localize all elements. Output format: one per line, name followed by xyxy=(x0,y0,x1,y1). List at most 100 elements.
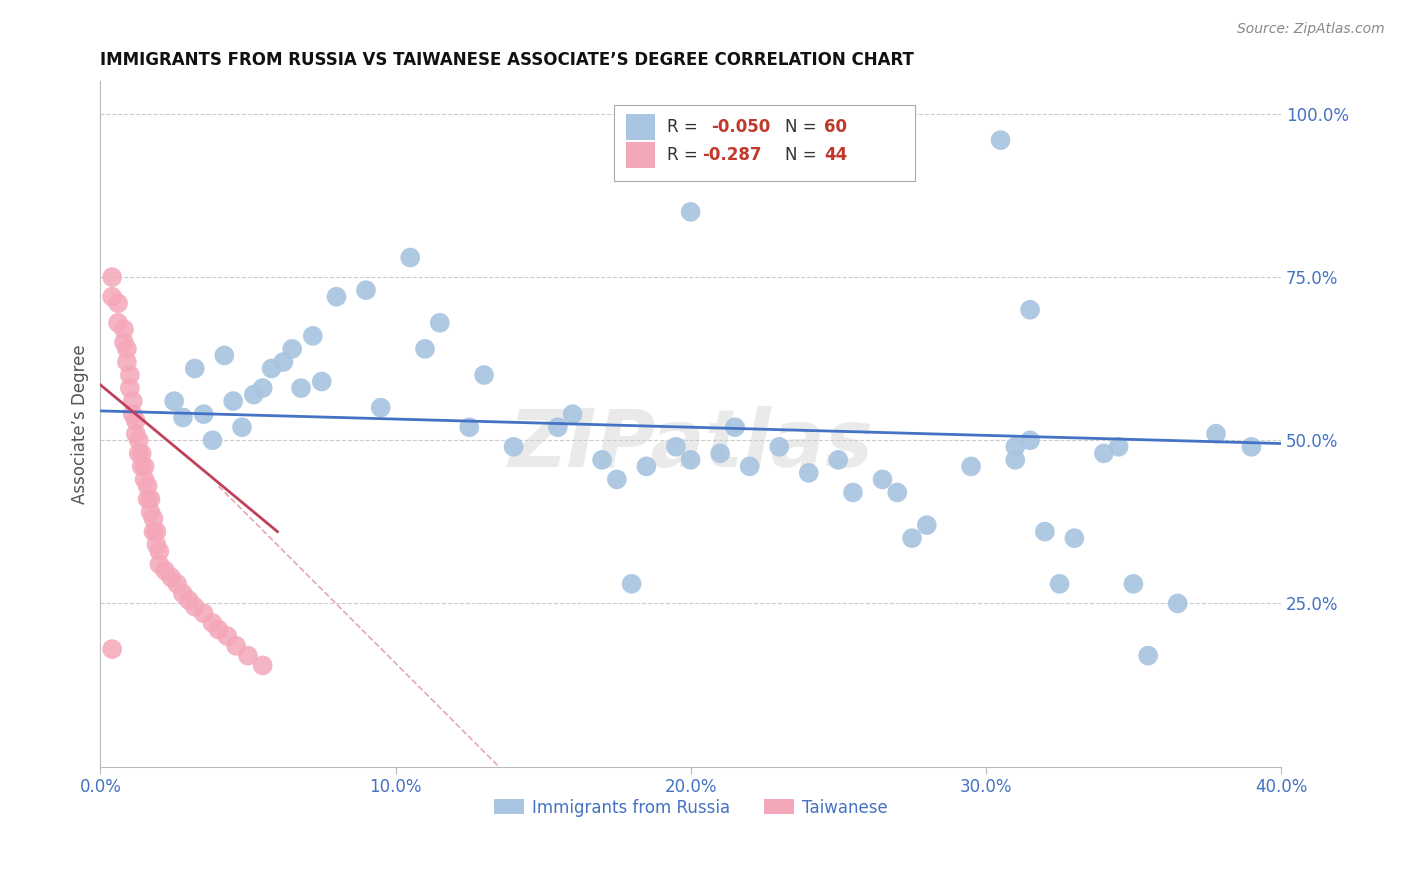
Point xyxy=(121,394,143,409)
Point xyxy=(370,401,392,415)
Point xyxy=(142,511,165,525)
Point xyxy=(636,459,658,474)
Point xyxy=(886,485,908,500)
Point xyxy=(1019,302,1042,317)
Point xyxy=(163,394,186,409)
Point xyxy=(591,453,613,467)
Point xyxy=(1167,596,1189,610)
Point xyxy=(679,205,702,219)
Point xyxy=(231,420,253,434)
Point xyxy=(115,342,138,356)
Point xyxy=(236,648,259,663)
Point xyxy=(139,491,162,506)
Point xyxy=(399,251,422,265)
Point xyxy=(145,538,167,552)
Point xyxy=(413,342,436,356)
Point xyxy=(1137,648,1160,663)
Point xyxy=(121,407,143,421)
Point xyxy=(797,466,820,480)
Point xyxy=(184,361,207,376)
Point xyxy=(128,446,150,460)
FancyBboxPatch shape xyxy=(626,143,655,169)
Point xyxy=(915,518,938,533)
Point xyxy=(273,355,295,369)
Point xyxy=(1049,577,1071,591)
Point xyxy=(214,348,236,362)
Point xyxy=(136,491,159,506)
Point xyxy=(429,316,451,330)
Point xyxy=(139,505,162,519)
Point xyxy=(184,599,207,614)
Point xyxy=(547,420,569,434)
Point xyxy=(166,577,188,591)
Point xyxy=(252,658,274,673)
Point xyxy=(107,296,129,310)
Point xyxy=(252,381,274,395)
Text: Source: ZipAtlas.com: Source: ZipAtlas.com xyxy=(1237,22,1385,37)
FancyBboxPatch shape xyxy=(626,113,655,139)
Text: N =: N = xyxy=(785,118,823,136)
Text: -0.050: -0.050 xyxy=(710,118,770,136)
Point xyxy=(217,629,239,643)
Point xyxy=(302,329,325,343)
Point xyxy=(134,459,156,474)
Point xyxy=(502,440,524,454)
Point xyxy=(131,446,153,460)
Point xyxy=(872,472,894,486)
Point xyxy=(207,623,229,637)
Point xyxy=(709,446,731,460)
Point xyxy=(131,459,153,474)
Point xyxy=(679,453,702,467)
Y-axis label: Associate’s Degree: Associate’s Degree xyxy=(72,344,89,504)
Point xyxy=(281,342,304,356)
Point xyxy=(193,407,215,421)
Point xyxy=(1004,453,1026,467)
Point xyxy=(325,290,347,304)
Point xyxy=(145,524,167,539)
Point xyxy=(134,472,156,486)
Text: -0.287: -0.287 xyxy=(703,146,762,164)
Point xyxy=(148,558,170,572)
Point xyxy=(738,459,761,474)
Point xyxy=(118,381,141,395)
Point xyxy=(827,453,849,467)
Point xyxy=(724,420,747,434)
Point xyxy=(901,531,924,545)
Point xyxy=(160,570,183,584)
Point xyxy=(136,479,159,493)
Point xyxy=(665,440,688,454)
Point xyxy=(311,375,333,389)
Point xyxy=(177,593,200,607)
Point xyxy=(201,615,224,630)
Point xyxy=(1240,440,1263,454)
Point xyxy=(1205,426,1227,441)
Point xyxy=(1033,524,1056,539)
Point xyxy=(112,322,135,336)
Point xyxy=(472,368,495,382)
Point xyxy=(225,639,247,653)
Point xyxy=(172,410,194,425)
Point xyxy=(606,472,628,486)
Point xyxy=(107,316,129,330)
Point xyxy=(125,426,148,441)
Point xyxy=(101,642,124,657)
Text: 44: 44 xyxy=(824,146,848,164)
Point xyxy=(112,335,135,350)
Point xyxy=(148,544,170,558)
Point xyxy=(128,434,150,448)
Point xyxy=(1108,440,1130,454)
Point xyxy=(142,524,165,539)
FancyBboxPatch shape xyxy=(614,105,915,181)
Point xyxy=(458,420,481,434)
Point xyxy=(101,270,124,285)
Point xyxy=(1092,446,1115,460)
Point xyxy=(172,587,194,601)
Point xyxy=(115,355,138,369)
Point xyxy=(1019,434,1042,448)
Text: R =: R = xyxy=(666,146,703,164)
Point xyxy=(960,459,983,474)
Text: IMMIGRANTS FROM RUSSIA VS TAIWANESE ASSOCIATE’S DEGREE CORRELATION CHART: IMMIGRANTS FROM RUSSIA VS TAIWANESE ASSO… xyxy=(100,51,914,69)
Text: N =: N = xyxy=(785,146,823,164)
Point xyxy=(155,564,177,578)
Point xyxy=(101,290,124,304)
